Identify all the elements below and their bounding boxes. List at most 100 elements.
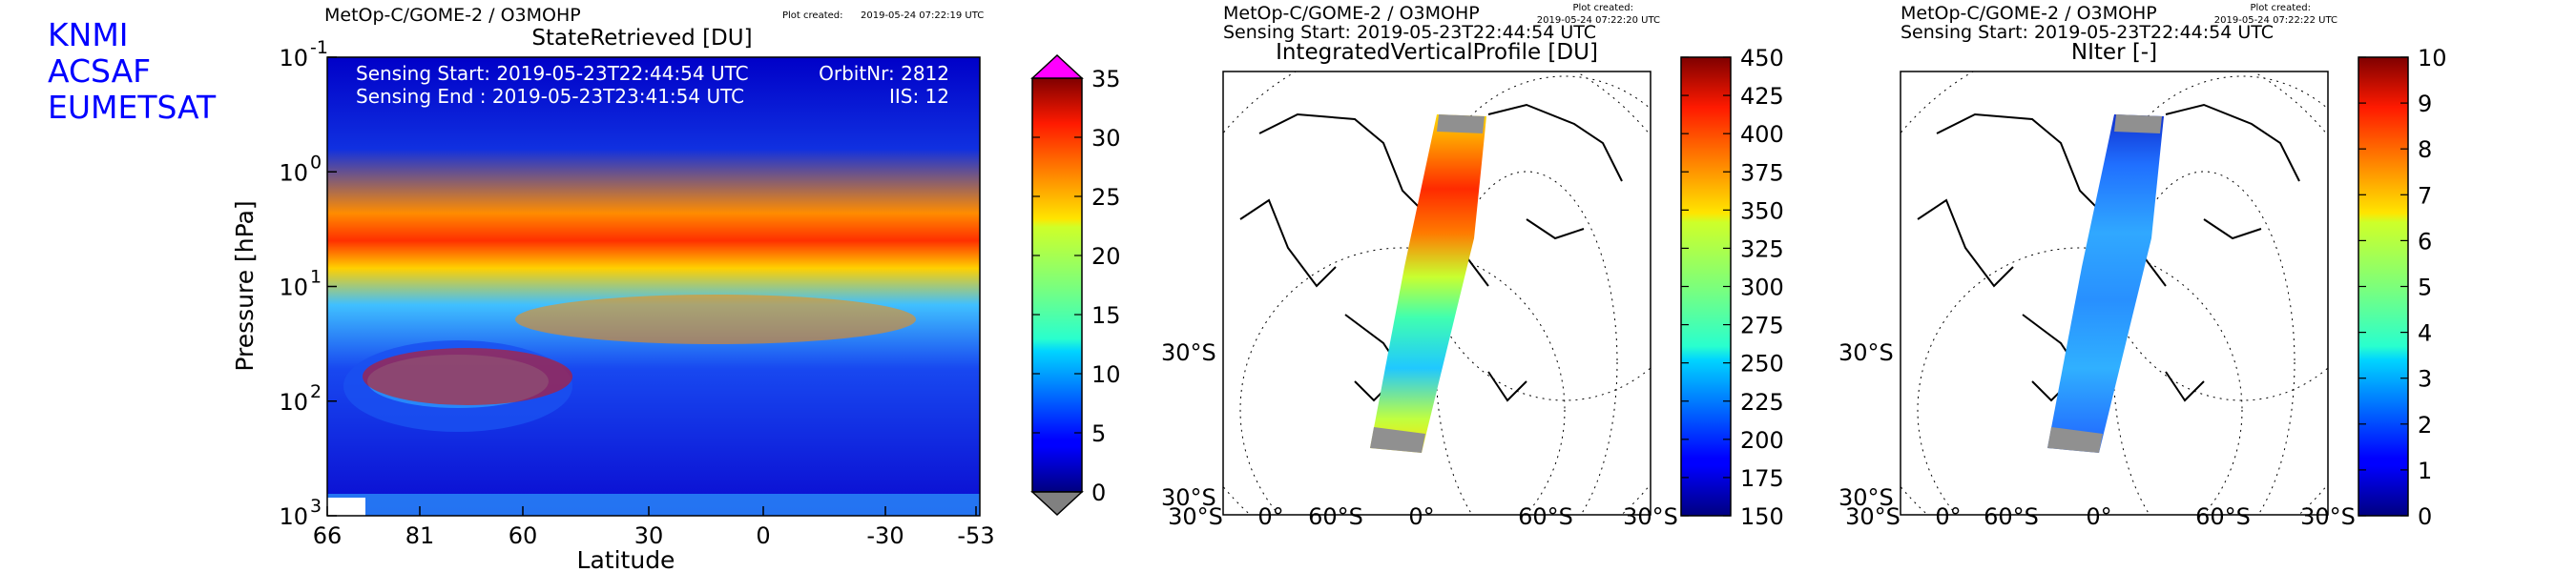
- y-tick-label: 10: [279, 389, 308, 416]
- colorbar-1-gradient: [1031, 77, 1083, 493]
- colorbar-tick-label: 150: [1740, 503, 1784, 530]
- colorbar-1-ticks: 0 5 10 15 20 25 30 35: [1032, 66, 1121, 506]
- colorbar-tick-label: 2: [2418, 412, 2432, 439]
- y-tick-label: 10: [279, 503, 308, 530]
- map-3-swath-bottom-missing: [2047, 427, 2103, 453]
- colorbar-tick-label: 1: [2418, 458, 2432, 484]
- map-3-swath: [2047, 114, 2164, 453]
- x-tick-label: 60: [509, 522, 538, 549]
- colorbar-tick-label: 300: [1740, 275, 1784, 301]
- colorbar-tick-label: 425: [1740, 83, 1784, 110]
- y-tick-exponent: 3: [310, 496, 322, 517]
- map-2-lon-label-5: 60°S: [1518, 503, 1573, 530]
- colorbar-tick-label: 25: [1091, 184, 1121, 211]
- colorbar-tick-label: 250: [1740, 351, 1784, 378]
- heatmap-missing-data: [327, 498, 365, 516]
- x-tick-label: 0: [756, 522, 770, 549]
- map-3-lon-label-5: 60°S: [2195, 503, 2251, 530]
- panel-1-plot-created: Plot created:: [782, 10, 843, 21]
- panel-1: MetOp-C/GOME-2 / O3MOHP Plot created: 20…: [231, 5, 1121, 572]
- y-tick-exponent: 0: [310, 152, 322, 173]
- y-tick-label: 10: [279, 275, 308, 301]
- map-2: 30°S 30°S 30°S 0° 60°S 0° 60°S 30°S: [1161, 71, 1678, 530]
- y-tick-exponent: -1: [310, 37, 328, 58]
- panel-2: MetOp-C/GOME-2 / O3MOHP Plot created: 20…: [1161, 3, 1784, 530]
- panel-2-header: MetOp-C/GOME-2 / O3MOHP: [1223, 3, 1480, 24]
- panel-3-header: MetOp-C/GOME-2 / O3MOHP: [1901, 3, 2157, 24]
- colorbar-tick-label: 4: [2418, 320, 2432, 347]
- map-2-lon-label-4: 0°: [1408, 503, 1434, 530]
- colorbar-1: 0 5 10 15 20 25 30 35: [1030, 53, 1121, 517]
- colorbar-2-gradient: [1680, 56, 1732, 517]
- panel-1-plot-created-time: 2019-05-24 07:22:19 UTC: [861, 10, 984, 21]
- y-axis-label: Pressure [hPa]: [231, 200, 259, 371]
- map-2-lon-label-2: 0°: [1257, 503, 1283, 530]
- colorbar-tick-label: 325: [1740, 235, 1784, 262]
- colorbar-tick-label: 200: [1740, 427, 1784, 454]
- sensing-start-text: Sensing Start: 2019-05-23T22:44:54 UTC: [356, 62, 749, 85]
- heatmap-feature-max: [363, 348, 572, 405]
- iis-text: IIS: 12: [889, 85, 949, 108]
- heatmap-field: [327, 57, 980, 516]
- orbit-number-text: OrbitNr: 2812: [819, 62, 949, 85]
- x-tick-label: 30: [634, 522, 664, 549]
- colorbar-tick-label: 30: [1091, 125, 1121, 152]
- map-3-lon-label-1: 30°S: [1845, 503, 1901, 530]
- panel-2-sensing-start: Sensing Start: 2019-05-23T22:44:54 UTC: [1223, 22, 1596, 43]
- y-tick-exponent: 1: [310, 267, 322, 288]
- colorbar-tick-label: 7: [2418, 182, 2432, 209]
- map-2-lat-label-2: 30°S: [1161, 484, 1216, 511]
- org-knmi: KNMI: [48, 16, 129, 53]
- org-acsaf: ACSAF: [48, 52, 152, 90]
- colorbar-tick-label: 5: [2418, 275, 2432, 301]
- colorbar-1-under-triangle: [1030, 491, 1084, 517]
- map-2-graticule-lat: [1239, 247, 1566, 515]
- colorbar-tick-label: 175: [1740, 465, 1784, 492]
- panel-1-title: StateRetrieved [DU]: [531, 26, 752, 51]
- colorbar-tick-label: 225: [1740, 389, 1784, 416]
- panel-1-header: MetOp-C/GOME-2 / O3MOHP: [324, 5, 581, 26]
- colorbar-tick-label: 375: [1740, 159, 1784, 186]
- map-2-swath-top-missing: [1437, 114, 1485, 133]
- colorbar-tick-label: 10: [1091, 361, 1121, 388]
- colorbar-tick-label: 15: [1091, 302, 1121, 329]
- map-2-swath: [1370, 114, 1486, 453]
- map-2-lat-label-1: 30°S: [1161, 339, 1216, 366]
- panel-2-plot-created-time: 2019-05-24 07:22:20 UTC: [1537, 15, 1660, 26]
- colorbar-tick-label: 9: [2418, 91, 2432, 117]
- org-eumetsat: EUMETSAT: [48, 89, 217, 126]
- x-axis-ticks: 66 81 60 30 0 -30 -53: [313, 506, 995, 549]
- colorbar-tick-label: 0: [1091, 480, 1106, 506]
- colorbar-tick-label: 5: [1091, 420, 1106, 447]
- colorbar-tick-label: 8: [2418, 136, 2432, 163]
- map-3-graticule-lat: [1917, 247, 2243, 515]
- colorbar-tick-label: 0: [2418, 503, 2432, 530]
- colorbar-tick-label: 20: [1091, 243, 1121, 270]
- colorbar-tick-label: 35: [1091, 66, 1121, 92]
- colorbar-tick-label: 350: [1740, 197, 1784, 224]
- sensing-end-text: Sensing End : 2019-05-23T23:41:54 UTC: [356, 85, 744, 108]
- map-3-lat-label-2: 30°S: [1839, 484, 1894, 511]
- panel-2-plot-created: Plot created:: [1573, 3, 1634, 13]
- colorbar-tick-label: 10: [2418, 45, 2447, 72]
- colorbar-tick-label: 450: [1740, 45, 1784, 72]
- x-tick-label: 81: [405, 522, 435, 549]
- panel-2-title: IntegratedVerticalProfile [DU]: [1276, 40, 1598, 65]
- map-2-lon-label-3: 60°S: [1308, 503, 1363, 530]
- heatmap-feature-upper: [515, 295, 916, 344]
- x-tick-label: -53: [957, 522, 994, 549]
- y-tick-exponent: 2: [310, 381, 322, 402]
- colorbar-3-gradient: [2358, 56, 2409, 517]
- panel-3-plot-created: Plot created:: [2251, 3, 2312, 13]
- map-2-lon-label-1: 30°S: [1168, 503, 1223, 530]
- colorbar-1-over-triangle: [1030, 53, 1084, 79]
- colorbar-2: 150 175 200 225 250 275 300 325 350 375 400 425 450: [1680, 45, 1784, 530]
- colorbar-3-ticks: 0 1 2 3 4 5 6 7 8 9 10: [2358, 45, 2447, 530]
- map-3-lon-label-4: 0°: [2086, 503, 2111, 530]
- colorbar-tick-label: 400: [1740, 121, 1784, 148]
- map-3-swath-top-missing: [2114, 114, 2162, 133]
- y-tick-label: 10: [279, 159, 308, 186]
- colorbar-tick-label: 6: [2418, 228, 2432, 255]
